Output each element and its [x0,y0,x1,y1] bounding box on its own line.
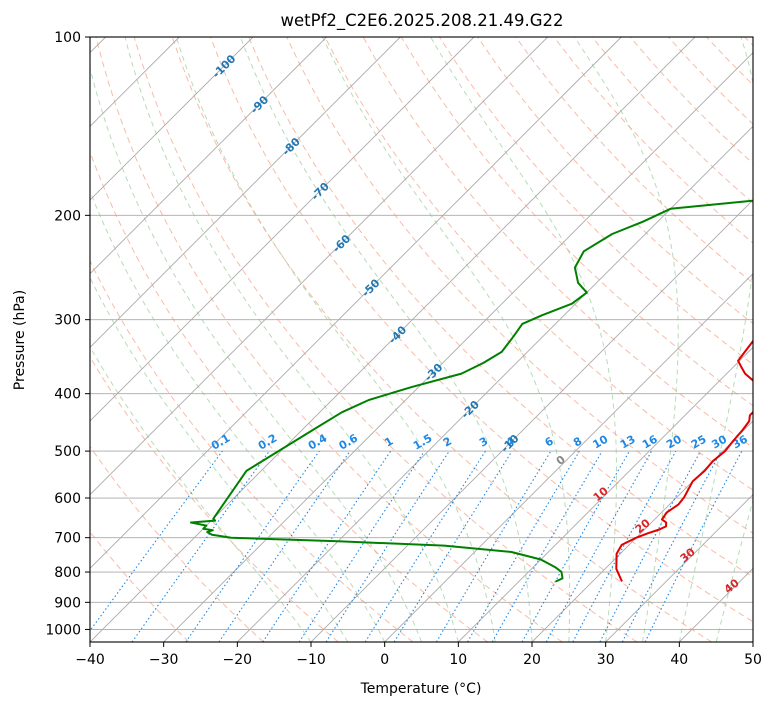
dewpoint-line [190,199,753,583]
x-tick-label: −20 [223,652,253,668]
y-tick-label: 400 [54,387,81,403]
x-tick-label: 30 [597,652,615,668]
mixing-ratio-line [298,450,425,642]
dry-adiabat [286,37,753,534]
moist-adiabat [175,37,496,642]
dry-adiabat [324,37,753,491]
isotherm-line [90,37,254,201]
mixing-ratio-line [131,450,270,642]
isotherm-line [531,420,753,642]
x-tick-label: 0 [380,652,389,668]
x-tick-label: −10 [296,652,326,668]
x-tick-label: −40 [75,652,105,668]
isotherm-line [605,494,753,642]
isotherm-line [90,37,696,642]
background-lines [90,37,753,642]
profile-series [190,199,753,583]
x-tick-label: 40 [670,652,688,668]
isotherm-line [90,37,327,275]
isotherm-line [90,37,475,422]
dry-adiabat [95,37,563,642]
y-tick-label: 800 [54,565,81,581]
dry-adiabat [210,37,753,623]
y-tick-label: 300 [54,313,81,329]
moist-adiabat [574,37,679,642]
x-axis-label: Temperature (°C) [360,681,482,697]
moist-adiabat [90,189,386,642]
mixing-ratio-line [90,450,223,632]
dry-adiabat [133,37,638,642]
temperature-line [615,339,753,582]
moist-adiabat [90,65,422,642]
mixing-ratio-line [572,450,677,642]
x-tick-label: 50 [744,652,762,668]
y-axis-label: Pressure (hPa) [12,290,28,390]
dry-adiabat [90,259,414,642]
mixing-ratio-line [521,450,630,642]
isotherm-line [90,37,401,348]
y-tick-label: 500 [54,444,81,460]
isotherm-line [384,273,753,642]
mixing-ratio-line [644,450,743,642]
isotherm-line [163,52,753,642]
moist-adiabat [322,37,571,642]
y-tick-label: 600 [54,491,81,507]
isotherm-line [90,37,548,496]
isotherm-line [458,346,753,642]
y-tick-label: 100 [54,30,81,46]
moist-adiabat [430,37,617,642]
mixing-ratio-line [545,450,653,642]
y-tick-label: 900 [54,595,81,611]
y-tick-label: 1000 [45,622,81,638]
dry-adiabat [515,37,753,284]
y-axis-ticks: 100 200 300 400 500 600 700 800 900 1000 [45,30,90,638]
dry-adiabat [90,356,339,642]
plot-frame [89,36,754,643]
mixing-ratio-line [325,450,450,642]
isotherm-line [90,37,622,569]
moist-adiabat [90,345,312,642]
mixing-ratio-line [262,450,392,642]
dry-adiabat [90,445,264,642]
dry-adiabat [248,37,753,578]
moist-adiabat [124,37,459,642]
y-tick-label: 200 [54,208,81,224]
moist-adiabat [239,37,533,642]
isotherm-line [310,199,753,642]
x-tick-label: 10 [449,652,467,668]
chart-title: wetPf2_C2E6.2025.208.21.49.G22 [280,11,563,31]
mixing-ratio-line [218,450,351,642]
mixing-ratio-line [393,450,513,642]
x-tick-label: 20 [523,652,541,668]
moist-adiabat [90,276,349,642]
x-axis-ticks: −40 −30 −20 −10 0 10 20 30 40 50 [75,642,762,668]
dry-adiabat [171,37,712,642]
mixing-ratio-line [185,450,320,642]
x-tick-label: −30 [149,652,179,668]
y-tick-label: 700 [54,531,81,547]
